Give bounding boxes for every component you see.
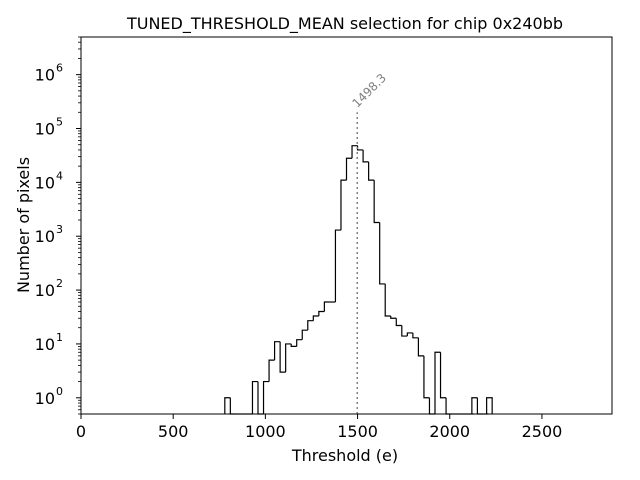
y-tick-exponent: 6 bbox=[56, 62, 63, 75]
x-axis-label: Threshold (e) bbox=[291, 446, 398, 465]
histogram-bin bbox=[268, 359, 275, 382]
histogram-bin bbox=[290, 343, 297, 347]
histogram-bin bbox=[362, 149, 369, 163]
histogram-bin bbox=[345, 157, 353, 181]
y-tick-label: 10 bbox=[35, 335, 55, 354]
histogram-bin bbox=[401, 325, 408, 337]
y-tick-label: 10 bbox=[35, 173, 55, 192]
histogram-bin bbox=[395, 318, 402, 327]
histogram-bin bbox=[307, 320, 314, 331]
x-tick-label: 1000 bbox=[245, 422, 286, 441]
chart-title: TUNED_THRESHOLD_MEAN selection for chip … bbox=[126, 14, 563, 34]
x-tick-label: 2000 bbox=[429, 422, 470, 441]
x-axis-ticks: 0 500 1000 1500 2000 2500 bbox=[76, 414, 562, 441]
histogram-bin bbox=[412, 332, 419, 339]
histogram-bin bbox=[323, 301, 330, 312]
histogram-bin bbox=[340, 179, 347, 231]
histogram-bin bbox=[368, 161, 375, 181]
histogram-bin bbox=[312, 315, 319, 321]
histogram-bin bbox=[486, 397, 493, 414]
histogram-bin bbox=[285, 343, 292, 373]
y-tick-exponent: 0 bbox=[56, 385, 63, 398]
histogram-bin bbox=[439, 352, 447, 399]
histogram-bin bbox=[273, 341, 281, 361]
y-tick-exponent: 5 bbox=[56, 116, 63, 129]
histogram-bin bbox=[296, 339, 303, 347]
y-tick-label: 10 bbox=[35, 227, 55, 246]
y-tick-exponent: 4 bbox=[56, 169, 63, 182]
histogram-bin bbox=[471, 397, 478, 414]
x-tick-label: 1500 bbox=[337, 422, 378, 441]
y-tick-label: 10 bbox=[35, 66, 55, 85]
y-tick-exponent: 3 bbox=[56, 223, 63, 236]
histogram-bin bbox=[318, 310, 325, 317]
x-tick-label: 500 bbox=[158, 422, 189, 441]
histogram-bin bbox=[379, 222, 386, 285]
histogram-bin bbox=[301, 329, 308, 340]
y-tick-label: 10 bbox=[35, 281, 55, 300]
y-tick-exponent: 1 bbox=[56, 331, 63, 344]
histogram-bin bbox=[384, 283, 391, 317]
y-tick-exponent: 2 bbox=[56, 277, 63, 290]
histogram-bin bbox=[417, 337, 424, 357]
histogram-bin bbox=[390, 316, 397, 319]
x-tick-label: 0 bbox=[76, 422, 86, 441]
histogram-bin bbox=[279, 341, 286, 373]
histogram-bin bbox=[406, 332, 413, 337]
histogram-bin bbox=[423, 355, 430, 399]
histogram-bin bbox=[373, 180, 380, 224]
histogram-bin bbox=[224, 397, 231, 414]
y-axis-label: Number of pixels bbox=[14, 157, 33, 293]
x-tick-label: 2500 bbox=[522, 422, 563, 441]
y-tick-label: 10 bbox=[35, 120, 55, 139]
histogram-bin bbox=[334, 229, 341, 303]
y-tick-label: 10 bbox=[35, 389, 55, 408]
plot-frame bbox=[80, 36, 613, 415]
histogram-bin bbox=[251, 380, 258, 414]
histogram-bin bbox=[351, 145, 358, 159]
histogram-bin bbox=[262, 380, 270, 414]
histogram-bin bbox=[434, 351, 441, 414]
